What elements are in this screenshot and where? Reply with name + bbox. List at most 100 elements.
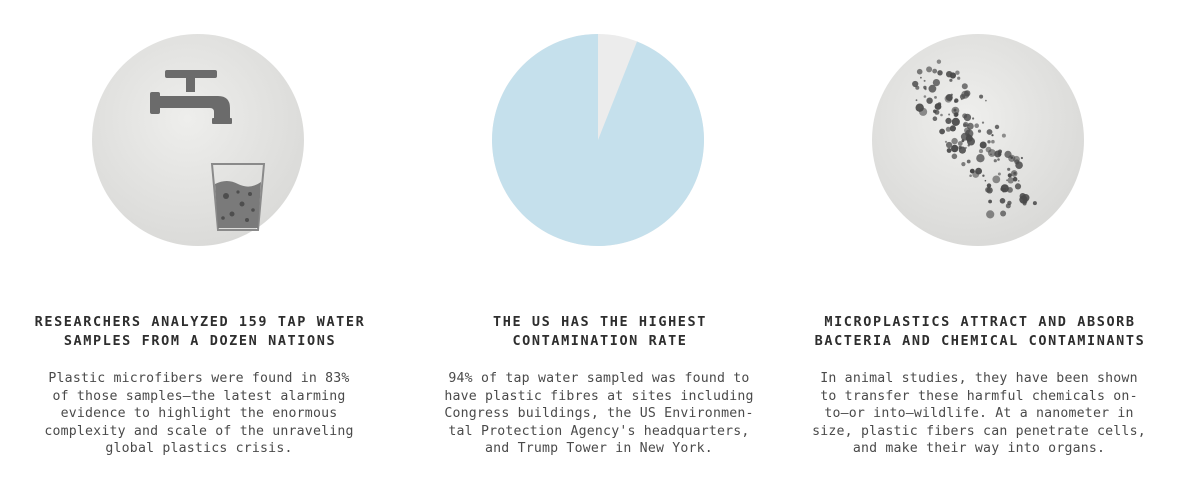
particle-dot (978, 149, 984, 154)
particle-dot (961, 162, 966, 167)
particle-dot (960, 98, 963, 101)
particle-dot (976, 154, 985, 163)
particle-dot (1017, 180, 1020, 182)
particle-dot (1010, 170, 1018, 177)
particle-dot (981, 121, 985, 124)
particle-dot (1006, 179, 1008, 182)
particle-dot (985, 99, 987, 102)
particle-dot (991, 134, 994, 137)
body-line: complexity and scale of the unraveling (44, 423, 354, 439)
particle-dot (967, 137, 975, 146)
particle-dot (972, 171, 980, 178)
particle-dot (926, 97, 933, 104)
particle-dot (1000, 184, 1009, 193)
particle-dot (915, 85, 920, 90)
particle-dot (951, 137, 958, 145)
particle-dot (915, 99, 918, 102)
particle-dot (920, 76, 922, 79)
particle-dot (966, 159, 971, 164)
particle-dot (951, 144, 959, 153)
particle-dot (985, 187, 991, 193)
particle-dot (945, 117, 952, 124)
panel-tap-water: RESEARCHERS ANALYZED 159 TAP WATER SAMPL… (10, 0, 390, 480)
body-line: and Trump Tower in New York. (485, 441, 713, 456)
particle-dot (1032, 201, 1037, 206)
particle-dot (948, 113, 951, 116)
body-line: of those samples—the latest alarming (52, 388, 346, 404)
particle-dot (984, 179, 987, 182)
particle-dot (962, 113, 968, 119)
particle-dot (949, 78, 953, 82)
particle-dot (1007, 173, 1012, 178)
particle-dot (974, 123, 979, 128)
particle-dot (1007, 200, 1012, 206)
particle-dot (1007, 167, 1011, 171)
panel-heading: THE US HAS THE HIGHEST CONTAMINATION RAT… (410, 313, 790, 351)
particle-dot (997, 158, 1000, 161)
particle-dot (916, 68, 923, 75)
body-line: to transfer these harmful chemicals on- (820, 388, 1138, 404)
particle-dot (945, 126, 951, 132)
particle-dot (951, 117, 960, 126)
particle-dot (1020, 156, 1023, 160)
particle-dot (986, 129, 993, 135)
panel-body: 94% of tap water sampled was found to ha… (428, 370, 770, 458)
particle-dot (987, 140, 991, 144)
particle-dot (1004, 150, 1012, 158)
body-line: Plastic microfibers were found in 83% (48, 371, 350, 386)
particle-dot (994, 124, 1000, 130)
particle-dot (939, 128, 945, 135)
particle-dot (928, 84, 937, 93)
particle-dot (937, 70, 943, 76)
particle-dot (1012, 176, 1018, 182)
particle-dot (970, 170, 974, 173)
particle-dot (963, 123, 967, 128)
particle-dot (992, 175, 1001, 184)
panel-microplastics: MICROPLASTICS ATTRACT AND ABSORB BACTERI… (790, 0, 1170, 480)
particle-dot (923, 85, 927, 90)
pie-94-percent-icon (492, 34, 704, 246)
particle-dot (946, 141, 953, 149)
particle-dot (954, 98, 959, 103)
particle-dot (932, 79, 940, 87)
body-line: evidence to highlight the enormous (60, 406, 338, 421)
particle-dot (988, 199, 992, 204)
body-line: global plastics crisis. (105, 441, 293, 456)
particle-dot (937, 102, 942, 106)
body-line: have plastic fibres at sites including (444, 388, 754, 404)
particle-dot (1001, 133, 1006, 138)
particle-dot (957, 76, 961, 80)
body-line: 94% of tap water sampled was found to (448, 371, 750, 386)
particle-dot (1000, 210, 1007, 217)
particle-dot (945, 94, 953, 101)
particle-dot (986, 210, 995, 219)
particle-dot (964, 90, 971, 97)
panel-heading: MICROPLASTICS ATTRACT AND ABSORB BACTERI… (790, 313, 1170, 351)
heading-line-2: CONTAMINATION RATE (512, 333, 688, 349)
particle-dot (997, 172, 1001, 176)
particle-dot (967, 133, 970, 136)
particle-dot (953, 108, 957, 112)
particle-dot (946, 148, 952, 153)
particle-dot (926, 66, 933, 73)
particle-dot (949, 125, 956, 132)
particle-dot (1014, 183, 1022, 190)
pie-contaminated-slice (492, 34, 704, 246)
particle-dot (977, 129, 982, 133)
particle-dot (1010, 156, 1013, 159)
particle-dot (964, 146, 967, 149)
panel-body: Plastic microfibers were found in 83% of… (28, 370, 370, 458)
panel-us-contamination: THE US HAS THE HIGHEST CONTAMINATION RAT… (410, 0, 790, 480)
particle-dot (979, 94, 984, 99)
particle-dot (932, 68, 938, 74)
heading-line-2: SAMPLES FROM A DOZEN NATIONS (63, 333, 337, 349)
body-line: and make their way into organs. (852, 441, 1106, 456)
particle-dot (1015, 161, 1023, 169)
particle-dot (934, 96, 937, 99)
particle-dot (944, 140, 948, 143)
particle-dot (1013, 155, 1020, 163)
particle-dot (1007, 177, 1014, 184)
particle-dot (940, 113, 943, 117)
heading-line-1: RESEARCHERS ANALYZED 159 TAP WATER (34, 314, 366, 330)
